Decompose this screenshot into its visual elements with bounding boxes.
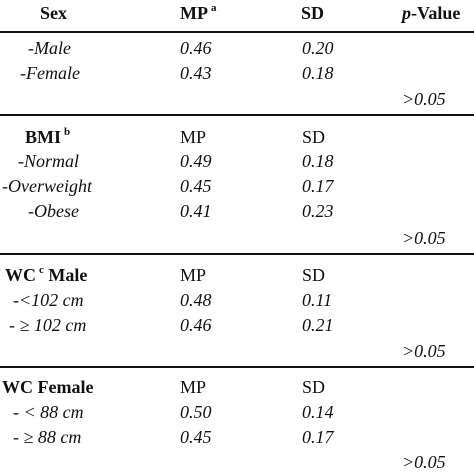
wc-female-sd-header: SD (302, 377, 326, 397)
wc-male-row-label: -<102 cm (13, 290, 84, 310)
wc-male-row-mp: 0.48 (180, 290, 212, 310)
wc-male-title: WC c Male (5, 264, 88, 286)
wc-female-row-sd: 0.14 (302, 402, 334, 422)
bmi-row-label: -Overweight (2, 176, 92, 196)
section-rule (0, 253, 474, 255)
sex-p-value: >0.05 (402, 89, 446, 109)
header-sd: SD (301, 3, 325, 23)
bmi-row-label: -Normal (18, 151, 80, 171)
header-mp-label: MP (180, 3, 208, 23)
sex-row-mp: 0.43 (180, 63, 212, 83)
bmi-row-sd: 0.17 (302, 176, 334, 196)
wc-female-mp-header: MP (180, 377, 207, 397)
wc-female-row-label: - ≥ 88 cm (13, 427, 82, 447)
bmi-row-mp: 0.41 (180, 201, 212, 221)
wc-female-row-label: - < 88 cm (13, 402, 84, 422)
header-p-rest: -Value (411, 3, 461, 23)
header-rule (0, 31, 474, 33)
bmi-title: BMI b (25, 126, 71, 148)
sex-row-sd: 0.20 (302, 38, 334, 58)
sex-row-mp: 0.46 (180, 38, 212, 58)
bmi-row-sd: 0.18 (302, 151, 334, 171)
bmi-mp-header: MP (180, 127, 207, 147)
section-rule (0, 366, 474, 368)
wc-male-footnote: c (39, 264, 44, 276)
bmi-row-sd: 0.23 (302, 201, 334, 221)
wc-male-title-b: Male (48, 265, 88, 285)
header-mp-footnote: a (210, 2, 217, 14)
bmi-row-mp: 0.49 (180, 151, 212, 171)
header-sex: Sex (40, 3, 67, 23)
section-rule (0, 114, 474, 116)
wc-male-title-a: WC (5, 265, 36, 285)
bmi-p-value: >0.05 (402, 228, 446, 248)
wc-male-row-sd: 0.11 (302, 290, 333, 310)
header-p-letter: p (402, 3, 411, 23)
wc-female-row-mp: 0.45 (180, 427, 212, 447)
wc-female-p-value: >0.05 (402, 452, 446, 472)
wc-male-row-mp: 0.46 (180, 315, 212, 335)
bmi-footnote: b (64, 126, 71, 138)
sex-row-label: -Female (20, 63, 80, 83)
header-mp: MP a (180, 2, 217, 24)
wc-male-p-value: >0.05 (402, 341, 446, 361)
wc-female-title: WC Female (2, 377, 94, 397)
sex-row-label: -Male (28, 38, 71, 58)
wc-female-row-sd: 0.17 (302, 427, 334, 447)
bmi-sd-header: SD (302, 127, 326, 147)
wc-male-sd-header: SD (302, 265, 326, 285)
bmi-row-mp: 0.45 (180, 176, 212, 196)
bmi-row-label: -Obese (28, 201, 79, 221)
wc-male-row-sd: 0.21 (302, 315, 334, 335)
wc-male-row-label: - ≥ 102 cm (9, 315, 87, 335)
header-p-value: p-Value (402, 3, 460, 23)
bmi-title-label: BMI (25, 127, 61, 147)
wc-female-row-mp: 0.50 (180, 402, 212, 422)
sex-row-sd: 0.18 (302, 63, 334, 83)
wc-male-mp-header: MP (180, 265, 207, 285)
